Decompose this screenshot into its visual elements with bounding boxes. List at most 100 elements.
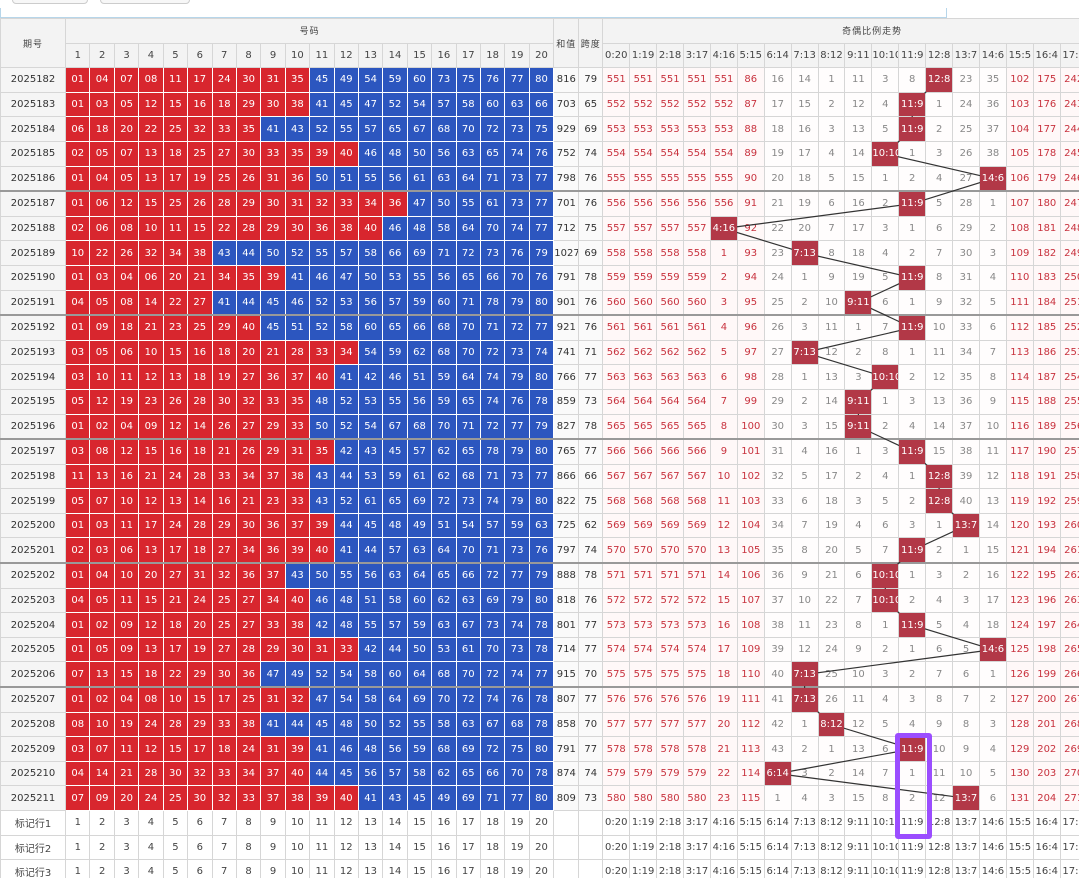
- draw-row: 2025207 01 02 04 08 10 15 17 25 31 32 47 54 58 64 69 70 7…: [0, 686, 1079, 713]
- marker-number: 10: [284, 810, 311, 836]
- ratio-miss: 7: [817, 215, 846, 242]
- number-ball: 15: [138, 438, 164, 465]
- ratio-column-label: 0:20: [602, 42, 631, 69]
- ratio-miss: 100: [736, 413, 765, 440]
- ratio-miss: 90: [736, 165, 765, 192]
- ratio-miss: 4: [925, 587, 954, 614]
- marker-ratio: 5:15: [736, 859, 765, 878]
- number-ball: 63: [504, 91, 530, 118]
- ratio-miss: 3: [952, 587, 980, 614]
- number-ball: 01: [65, 512, 91, 539]
- ratio-miss: 572: [656, 587, 685, 614]
- number-ball: 58: [357, 240, 384, 266]
- draw-row: 2025206 07 13 15 18 22 29 30 36 47 49 52 54 58 60 64 68 7…: [0, 661, 1079, 688]
- ratio-miss: 127: [1005, 686, 1034, 713]
- toolbar-button[interactable]: [100, 0, 190, 4]
- ratio-miss: 8: [952, 711, 980, 738]
- ratio-miss: 129: [1005, 736, 1034, 762]
- ratio-miss: 21: [763, 190, 792, 217]
- ratio-miss: 578: [602, 736, 631, 762]
- marker-ratio: 12:8: [925, 859, 954, 878]
- ratio-miss: 24: [952, 91, 980, 118]
- ratio-miss: 118: [1005, 463, 1034, 490]
- number-ball: 41: [309, 91, 335, 118]
- number-ball: 26: [113, 240, 140, 266]
- number-ball: 41: [260, 116, 286, 142]
- number-ball: 63: [455, 140, 481, 167]
- marker-number: 16: [431, 834, 457, 861]
- number-ball: 08: [138, 67, 164, 93]
- ratio-miss: 570: [683, 537, 711, 564]
- ratio-miss: 564: [683, 388, 711, 415]
- ratio-miss: 577: [629, 711, 658, 738]
- ratio-miss: 27: [763, 339, 792, 366]
- number-ball: 34: [162, 240, 189, 266]
- ratio-miss: 186: [1032, 339, 1061, 366]
- number-ball: 58: [333, 314, 359, 341]
- ratio-miss: 14: [925, 413, 954, 440]
- ratio-miss: 109: [736, 636, 765, 663]
- ratio-miss: 253: [1059, 339, 1079, 366]
- number-ball: 14: [138, 289, 164, 316]
- ratio-miss: 576: [656, 686, 685, 713]
- ratio-miss: 554: [656, 140, 685, 167]
- ratio-miss: 2: [898, 587, 927, 614]
- number-ball: 21: [162, 587, 189, 614]
- number-ball: 07: [113, 67, 140, 93]
- number-ball: 45: [309, 67, 335, 93]
- toolbar-button[interactable]: [12, 0, 88, 4]
- ratio-miss: 555: [602, 165, 631, 192]
- ratio-miss: 2: [898, 488, 927, 514]
- number-ball: 50: [260, 240, 286, 266]
- marker-number: 17: [455, 810, 481, 836]
- number-ball: 72: [455, 240, 481, 266]
- ratio-header: 奇偶比例走势: [602, 18, 1079, 44]
- marker-number: 2: [89, 810, 115, 836]
- number-ball: 52: [382, 711, 408, 738]
- number-column-label: 16: [431, 42, 457, 69]
- marker-ratio: 2:18: [656, 859, 685, 878]
- ratio-miss: 576: [683, 686, 711, 713]
- ratio-miss: 567: [602, 463, 631, 490]
- ratio-miss: 108: [736, 612, 765, 638]
- number-ball: 66: [479, 760, 506, 787]
- marker-number: 6: [187, 834, 213, 861]
- number-ball: 06: [89, 215, 115, 242]
- number-column-label: 19: [504, 42, 530, 69]
- ratio-miss: 562: [683, 339, 711, 366]
- number-ball: 27: [211, 537, 237, 564]
- number-ball: 13: [162, 488, 189, 514]
- ratio-miss: 109: [1005, 240, 1034, 266]
- number-ball: 76: [528, 264, 555, 291]
- number-ball: 13: [138, 165, 164, 192]
- draw-row: 2025205 01 05 09 13 17 19 27 28 29 30 31 33 42 44 50 53 6…: [0, 636, 1079, 663]
- ratio-miss: 2: [790, 289, 819, 316]
- header-row: 期号 号码 和值 跨度 奇偶比例走势: [0, 18, 1079, 69]
- number-ball: 24: [211, 67, 237, 93]
- marker-number: 1: [65, 810, 91, 836]
- number-ball: 71: [431, 240, 457, 266]
- ratio-miss: 21: [709, 736, 738, 762]
- number-ball: 62: [431, 463, 457, 490]
- ratio-hit: 11:9: [898, 537, 927, 564]
- ratio-miss: 23: [763, 240, 792, 266]
- number-ball: 43: [284, 562, 311, 589]
- ratio-miss: 6: [817, 190, 846, 217]
- ratio-miss: 124: [1005, 612, 1034, 638]
- marker-ratio: 5:15: [736, 834, 765, 861]
- number-ball: 37: [284, 364, 311, 390]
- ratio-miss: 18: [978, 612, 1007, 638]
- number-ball: 78: [528, 612, 555, 638]
- ratio-miss: 561: [629, 314, 658, 341]
- draw-row: 2025198 11 13 16 21 24 28 33 34 37 38 43 44 53 59 61 62 6…: [0, 463, 1079, 490]
- ratio-miss: 8: [925, 264, 954, 291]
- ratio-miss: 4: [925, 165, 954, 192]
- marker-number: 8: [235, 810, 262, 836]
- number-ball: 73: [504, 116, 530, 142]
- number-ball: 08: [89, 438, 115, 465]
- number-ball: 41: [357, 785, 384, 811]
- number-ball: 03: [65, 339, 91, 366]
- ratio-miss: 3: [709, 289, 738, 316]
- marker-number: 9: [260, 834, 286, 861]
- ratio-miss: 180: [1032, 190, 1061, 217]
